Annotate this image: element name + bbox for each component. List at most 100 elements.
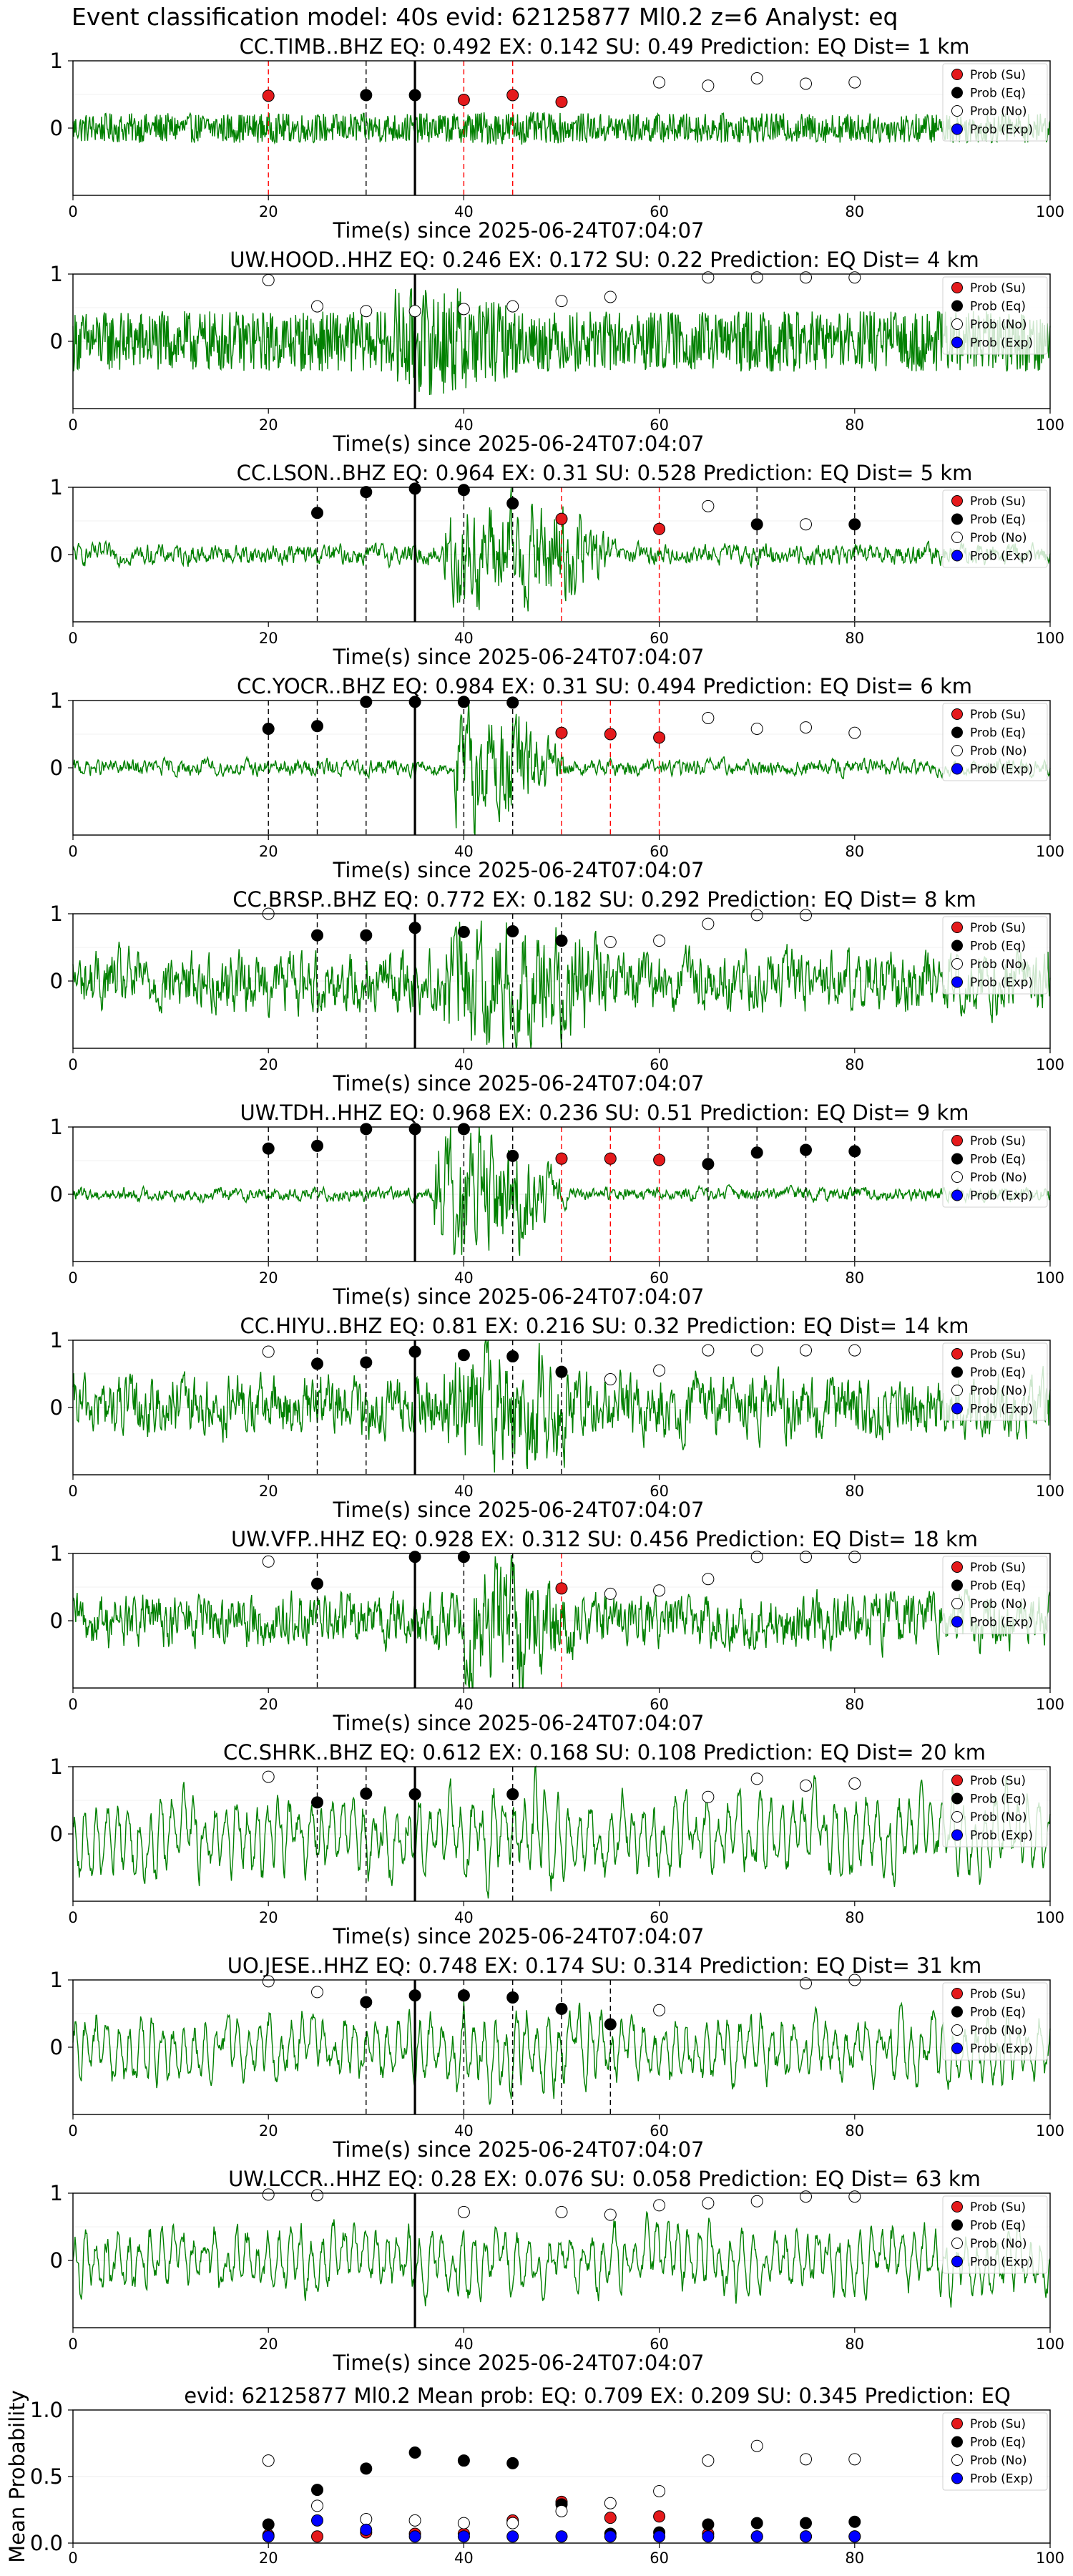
prob-marker [750,722,763,735]
x-tick-label: 0 [68,1909,77,1926]
prob-marker [848,2190,861,2203]
legend-marker [951,2472,963,2484]
x-tick-label: 60 [650,203,669,220]
panel-title: CC.HIYU..BHZ EQ: 0.81 EX: 0.216 SU: 0.32… [240,1314,969,1338]
x-tick-label: 100 [1036,2550,1064,2567]
mean-prob-marker [653,2510,666,2523]
prob-marker [604,2018,617,2031]
y-tick-label: 0 [50,1182,63,1206]
legend-marker [951,1348,963,1360]
x-tick-label: 40 [454,416,474,434]
legend-label: Prob (No) [970,1171,1027,1185]
x-tick-label: 20 [259,1909,278,1926]
prob-marker [848,518,861,531]
prob-marker [750,2195,763,2207]
legend-marker [951,532,963,543]
prob-marker [555,2002,568,2015]
prob-marker [702,1573,715,1586]
legend-label: Prob (Exp) [970,976,1033,990]
waveform-panel: UW.VFP..HHZ EQ: 0.928 EX: 0.312 SU: 0.45… [50,1527,1065,1735]
x-tick-label: 100 [1036,416,1064,434]
mean-prob-marker [848,2515,861,2528]
prob-marker [653,2199,666,2212]
mean-prob-marker [457,2517,470,2529]
waveform-panel: UO.JESE..HHZ EQ: 0.748 EX: 0.174 SU: 0.3… [50,1953,1065,2162]
y-tick-label: 0 [50,1609,63,1633]
legend-label: Prob (Su) [970,708,1026,722]
mean-prob-marker [408,2514,421,2527]
legend-marker [951,513,963,525]
prob-marker [262,1975,275,1988]
y-tick-label: 0 [50,1395,63,1420]
prob-marker [506,1788,519,1801]
prob-marker [311,2189,323,2202]
waveform-line [72,1554,1051,1689]
legend-label: Prob (No) [970,744,1027,758]
prob-marker [457,2205,470,2218]
x-tick-label: 80 [845,416,864,434]
legend-marker [951,726,963,738]
legend-marker [951,87,963,99]
x-tick-label: 0 [68,1483,77,1500]
prob-marker [408,922,421,935]
legend-label: Prob (Eq) [970,726,1026,741]
mean-prob-marker [311,2499,323,2512]
legend-label: Prob (Eq) [970,1579,1026,1594]
mean-prob-marker [702,2454,715,2467]
legend-label: Prob (Exp) [970,2042,1033,2057]
legend-marker [951,2006,963,2018]
mean-prob-marker [262,2518,275,2531]
x-tick-label: 0 [68,1696,77,1713]
y-tick-label: 1 [50,1541,63,1566]
panel-title: CC.TIMB..BHZ EQ: 0.492 EX: 0.142 SU: 0.4… [240,34,970,59]
prob-marker [653,1364,666,1377]
x-tick-label: 0 [68,203,77,220]
legend-label: Prob (No) [970,2454,1027,2468]
x-tick-label: 100 [1036,843,1064,860]
legend-label: Prob (Eq) [970,87,1026,101]
prob-marker [653,76,666,89]
y-tick-label: 1 [50,688,63,713]
prob-marker [800,1779,812,1792]
y-axis-label: Mean Probability [5,2390,29,2563]
waveform-panel: CC.LSON..BHZ EQ: 0.964 EX: 0.31 SU: 0.52… [50,461,1065,669]
x-tick-label: 100 [1036,1269,1064,1287]
prob-marker [360,1123,373,1136]
legend-label: Prob (No) [970,1384,1027,1398]
prob-marker [360,1356,373,1369]
prob-marker [750,1344,763,1357]
y-tick-label: 0 [50,542,63,567]
panel-title: CC.YOCR..BHZ EQ: 0.984 EX: 0.31 SU: 0.49… [237,674,972,698]
mean-prob-marker [653,2484,666,2497]
prob-marker [604,935,617,948]
x-tick-label: 0 [68,2122,77,2140]
y-tick-label: 0 [50,1822,63,1846]
legend-marker [951,2042,963,2054]
x-tick-label: 80 [845,2336,864,2353]
legend-box [942,1769,1048,1848]
prob-marker [750,518,763,531]
legend-label: Prob (No) [970,1597,1027,1611]
mean-prob-marker [653,2530,666,2543]
x-tick-label: 80 [845,203,864,220]
legend-label: Prob (Exp) [970,1189,1033,1204]
y-tick-label: 1 [50,1755,63,1779]
prob-marker [457,1989,470,2002]
x-tick-label: 100 [1036,2336,1064,2353]
mean-prob-marker [750,2530,763,2543]
mean-prob-marker [457,2530,470,2543]
legend-label: Prob (Eq) [970,513,1026,527]
mean-prob-marker [702,2530,715,2543]
legend-marker [951,1616,963,1628]
x-tick-label: 100 [1036,1696,1064,1713]
waveform-line [72,2210,1051,2308]
mean-prob-panel: evid: 62125877 Ml0.2 Mean prob: EQ: 0.70… [5,2384,1064,2567]
prob-marker [457,1349,470,1362]
legend-marker [951,282,963,293]
prob-marker [360,696,373,708]
legend-marker [951,1811,963,1823]
mean-prob-marker [555,2530,568,2543]
prob-marker [800,1551,812,1563]
waveform-panel: UW.TDH..HHZ EQ: 0.968 EX: 0.236 SU: 0.51… [50,1101,1065,1309]
y-tick-label: 0 [50,116,63,140]
